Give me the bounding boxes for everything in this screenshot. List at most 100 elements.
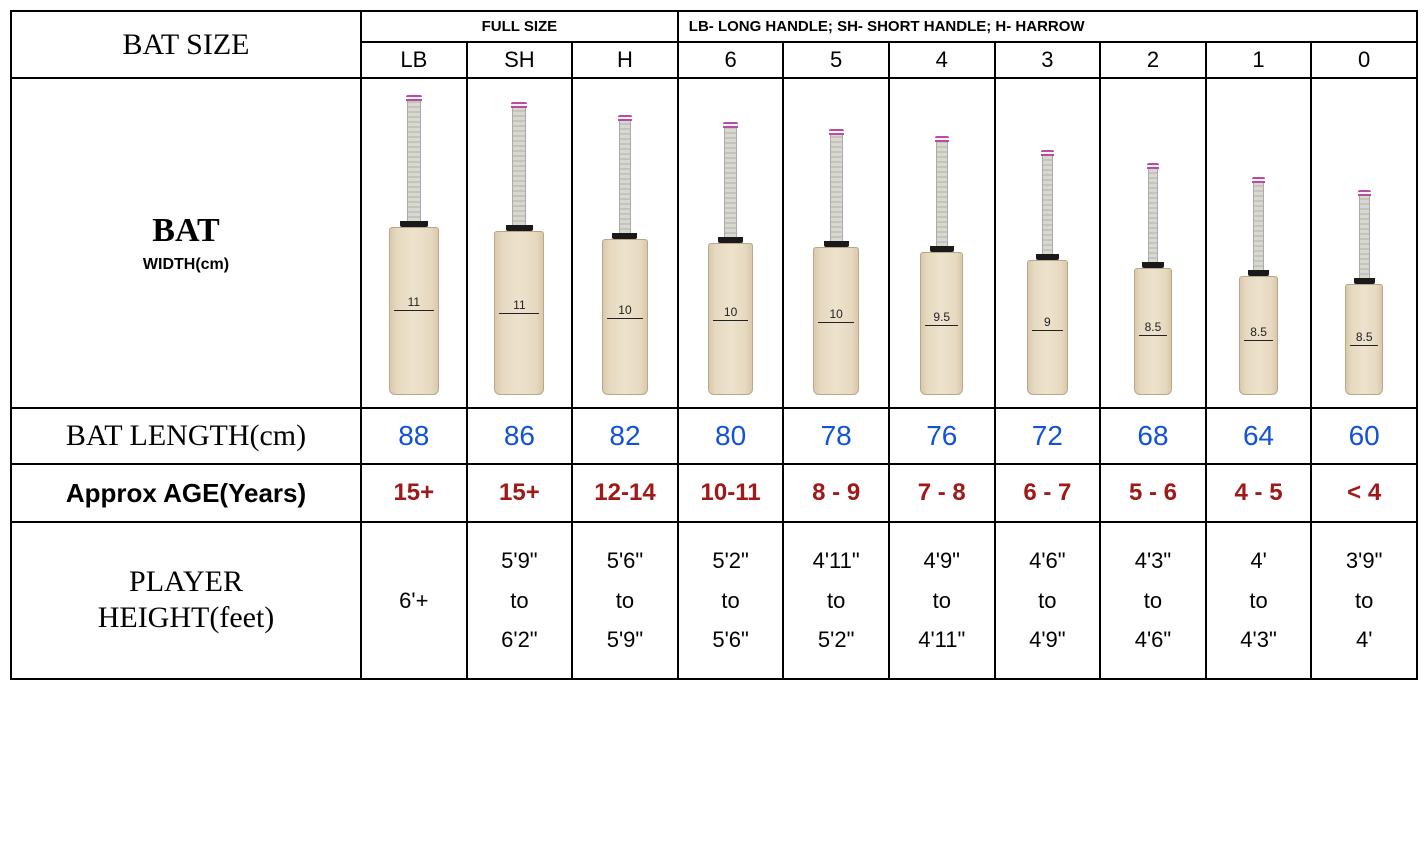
- player-height-label: PLAYER HEIGHT(feet): [11, 522, 361, 679]
- bat-blade-icon: 9.5: [920, 252, 963, 395]
- height-value-1: 4' to 4'3": [1206, 522, 1312, 679]
- length-value-1: 64: [1206, 408, 1312, 464]
- age-value-5: 8 - 9: [783, 464, 889, 522]
- header-row-1: BAT SIZE FULL SIZE LB- LONG HANDLE; SH- …: [11, 11, 1417, 42]
- length-value-4: 76: [889, 408, 995, 464]
- size-header-3: 3: [995, 42, 1101, 78]
- age-value-3: 6 - 7: [995, 464, 1101, 522]
- size-header-H: H: [572, 42, 678, 78]
- bat-width-value: 10: [607, 303, 642, 319]
- bat-handle-icon: [724, 128, 737, 237]
- bat-handle-icon: [407, 101, 421, 221]
- size-header-4: 4: [889, 42, 995, 78]
- age-value-1: 4 - 5: [1206, 464, 1312, 522]
- height-value-H: 5'6" to 5'9": [572, 522, 678, 679]
- height-value-0: 3'9" to 4': [1311, 522, 1417, 679]
- bat-blade-icon: 8.5: [1239, 276, 1278, 395]
- bat-width-value: 8.5: [1350, 330, 1379, 346]
- bat-handle-icon: [512, 108, 526, 225]
- length-value-6: 80: [678, 408, 784, 464]
- bat-cell-LB: 11: [361, 78, 467, 408]
- size-header-5: 5: [783, 42, 889, 78]
- bat-width-value: 9: [1032, 315, 1063, 331]
- age-value-0: < 4: [1311, 464, 1417, 522]
- length-value-LB: 88: [361, 408, 467, 464]
- size-header-6: 6: [678, 42, 784, 78]
- bat-handle-icon: [1253, 183, 1264, 270]
- size-header-2: 2: [1100, 42, 1206, 78]
- bat-collar-icon: [930, 246, 954, 252]
- bat-handle-icon: [936, 142, 948, 246]
- bat-width-value: 9.5: [925, 310, 958, 326]
- size-header-LB: LB: [361, 42, 467, 78]
- length-value-H: 82: [572, 408, 678, 464]
- legend-header: LB- LONG HANDLE; SH- SHORT HANDLE; H- HA…: [678, 11, 1417, 42]
- bat-size-label: BAT SIZE: [11, 11, 361, 78]
- bat-handle-icon: [619, 121, 632, 233]
- age-value-LB: 15+: [361, 464, 467, 522]
- bat-width-value: 11: [499, 298, 539, 314]
- bat-length-row: BAT LENGTH(cm) 88868280787672686460: [11, 408, 1417, 464]
- bat-cell-H: 10: [572, 78, 678, 408]
- age-value-H: 12-14: [572, 464, 678, 522]
- bat-width-value: 10: [818, 307, 853, 323]
- bat-cell-SH: 11: [467, 78, 573, 408]
- height-value-2: 4'3" to 4'6": [1100, 522, 1206, 679]
- bat-icon: 11: [494, 102, 544, 395]
- height-value-4: 4'9" to 4'11": [889, 522, 995, 679]
- bat-blade-icon: 11: [389, 227, 439, 395]
- bat-cell-1: 8.5: [1206, 78, 1312, 408]
- bat-width-value: 10: [713, 305, 748, 321]
- bat-blade-icon: 8.5: [1134, 268, 1173, 395]
- bat-icon: 9: [1027, 150, 1068, 395]
- bat-blade-icon: 8.5: [1345, 284, 1384, 395]
- bat-cell-4: 9.5: [889, 78, 995, 408]
- bat-handle-icon: [1359, 196, 1370, 278]
- size-header-0: 0: [1311, 42, 1417, 78]
- height-value-SH: 5'9" to 6'2": [467, 522, 573, 679]
- length-value-3: 72: [995, 408, 1101, 464]
- bat-cell-6: 10: [678, 78, 784, 408]
- bat-icon: 10: [708, 122, 753, 395]
- player-height-row: PLAYER HEIGHT(feet) 6'+5'9" to 6'2"5'6" …: [11, 522, 1417, 679]
- bat-icon: 10: [602, 115, 647, 395]
- bat-icon: 11: [389, 95, 439, 395]
- bat-blade-icon: 10: [602, 239, 647, 395]
- height-value-5: 4'11" to 5'2": [783, 522, 889, 679]
- height-value-6: 5'2" to 5'6": [678, 522, 784, 679]
- length-value-2: 68: [1100, 408, 1206, 464]
- bat-cell-0: 8.5: [1311, 78, 1417, 408]
- height-value-LB: 6'+: [361, 522, 467, 679]
- bat-cell-5: 10: [783, 78, 889, 408]
- approx-age-label: Approx AGE(Years): [11, 464, 361, 522]
- bat-cell-2: 8.5: [1100, 78, 1206, 408]
- age-value-4: 7 - 8: [889, 464, 995, 522]
- approx-age-row: Approx AGE(Years) 15+15+12-1410-118 - 97…: [11, 464, 1417, 522]
- full-size-header: FULL SIZE: [361, 11, 678, 42]
- bat-icon: 10: [813, 129, 858, 395]
- size-header-1: 1: [1206, 42, 1312, 78]
- bat-blade-icon: 10: [813, 247, 858, 395]
- age-value-6: 10-11: [678, 464, 784, 522]
- bat-icon: 9.5: [920, 136, 963, 395]
- bat-size-chart: BAT SIZE FULL SIZE LB- LONG HANDLE; SH- …: [10, 10, 1418, 680]
- size-header-SH: SH: [467, 42, 573, 78]
- bat-blade-icon: 11: [494, 231, 544, 395]
- age-value-2: 5 - 6: [1100, 464, 1206, 522]
- bat-length-label: BAT LENGTH(cm): [11, 408, 361, 464]
- bat-width-value: 8.5: [1244, 325, 1273, 341]
- width-cm-label: WIDTH(cm): [22, 256, 350, 274]
- bat-label: BAT: [152, 212, 219, 249]
- bat-blade-icon: 9: [1027, 260, 1068, 395]
- bat-width-row-label: BAT WIDTH(cm): [11, 78, 361, 408]
- bat-handle-icon: [1148, 169, 1159, 262]
- length-value-0: 60: [1311, 408, 1417, 464]
- height-value-3: 4'6" to 4'9": [995, 522, 1101, 679]
- length-value-5: 78: [783, 408, 889, 464]
- length-value-SH: 86: [467, 408, 573, 464]
- bat-collar-icon: [1036, 254, 1059, 260]
- bat-handle-icon: [1042, 156, 1053, 254]
- bat-icon: 8.5: [1345, 190, 1384, 395]
- bat-width-value: 11: [394, 295, 434, 311]
- bat-illustration-row: BAT WIDTH(cm) 11 11 10 10 10 9.5 9 8.5 8.5 8.5: [11, 78, 1417, 408]
